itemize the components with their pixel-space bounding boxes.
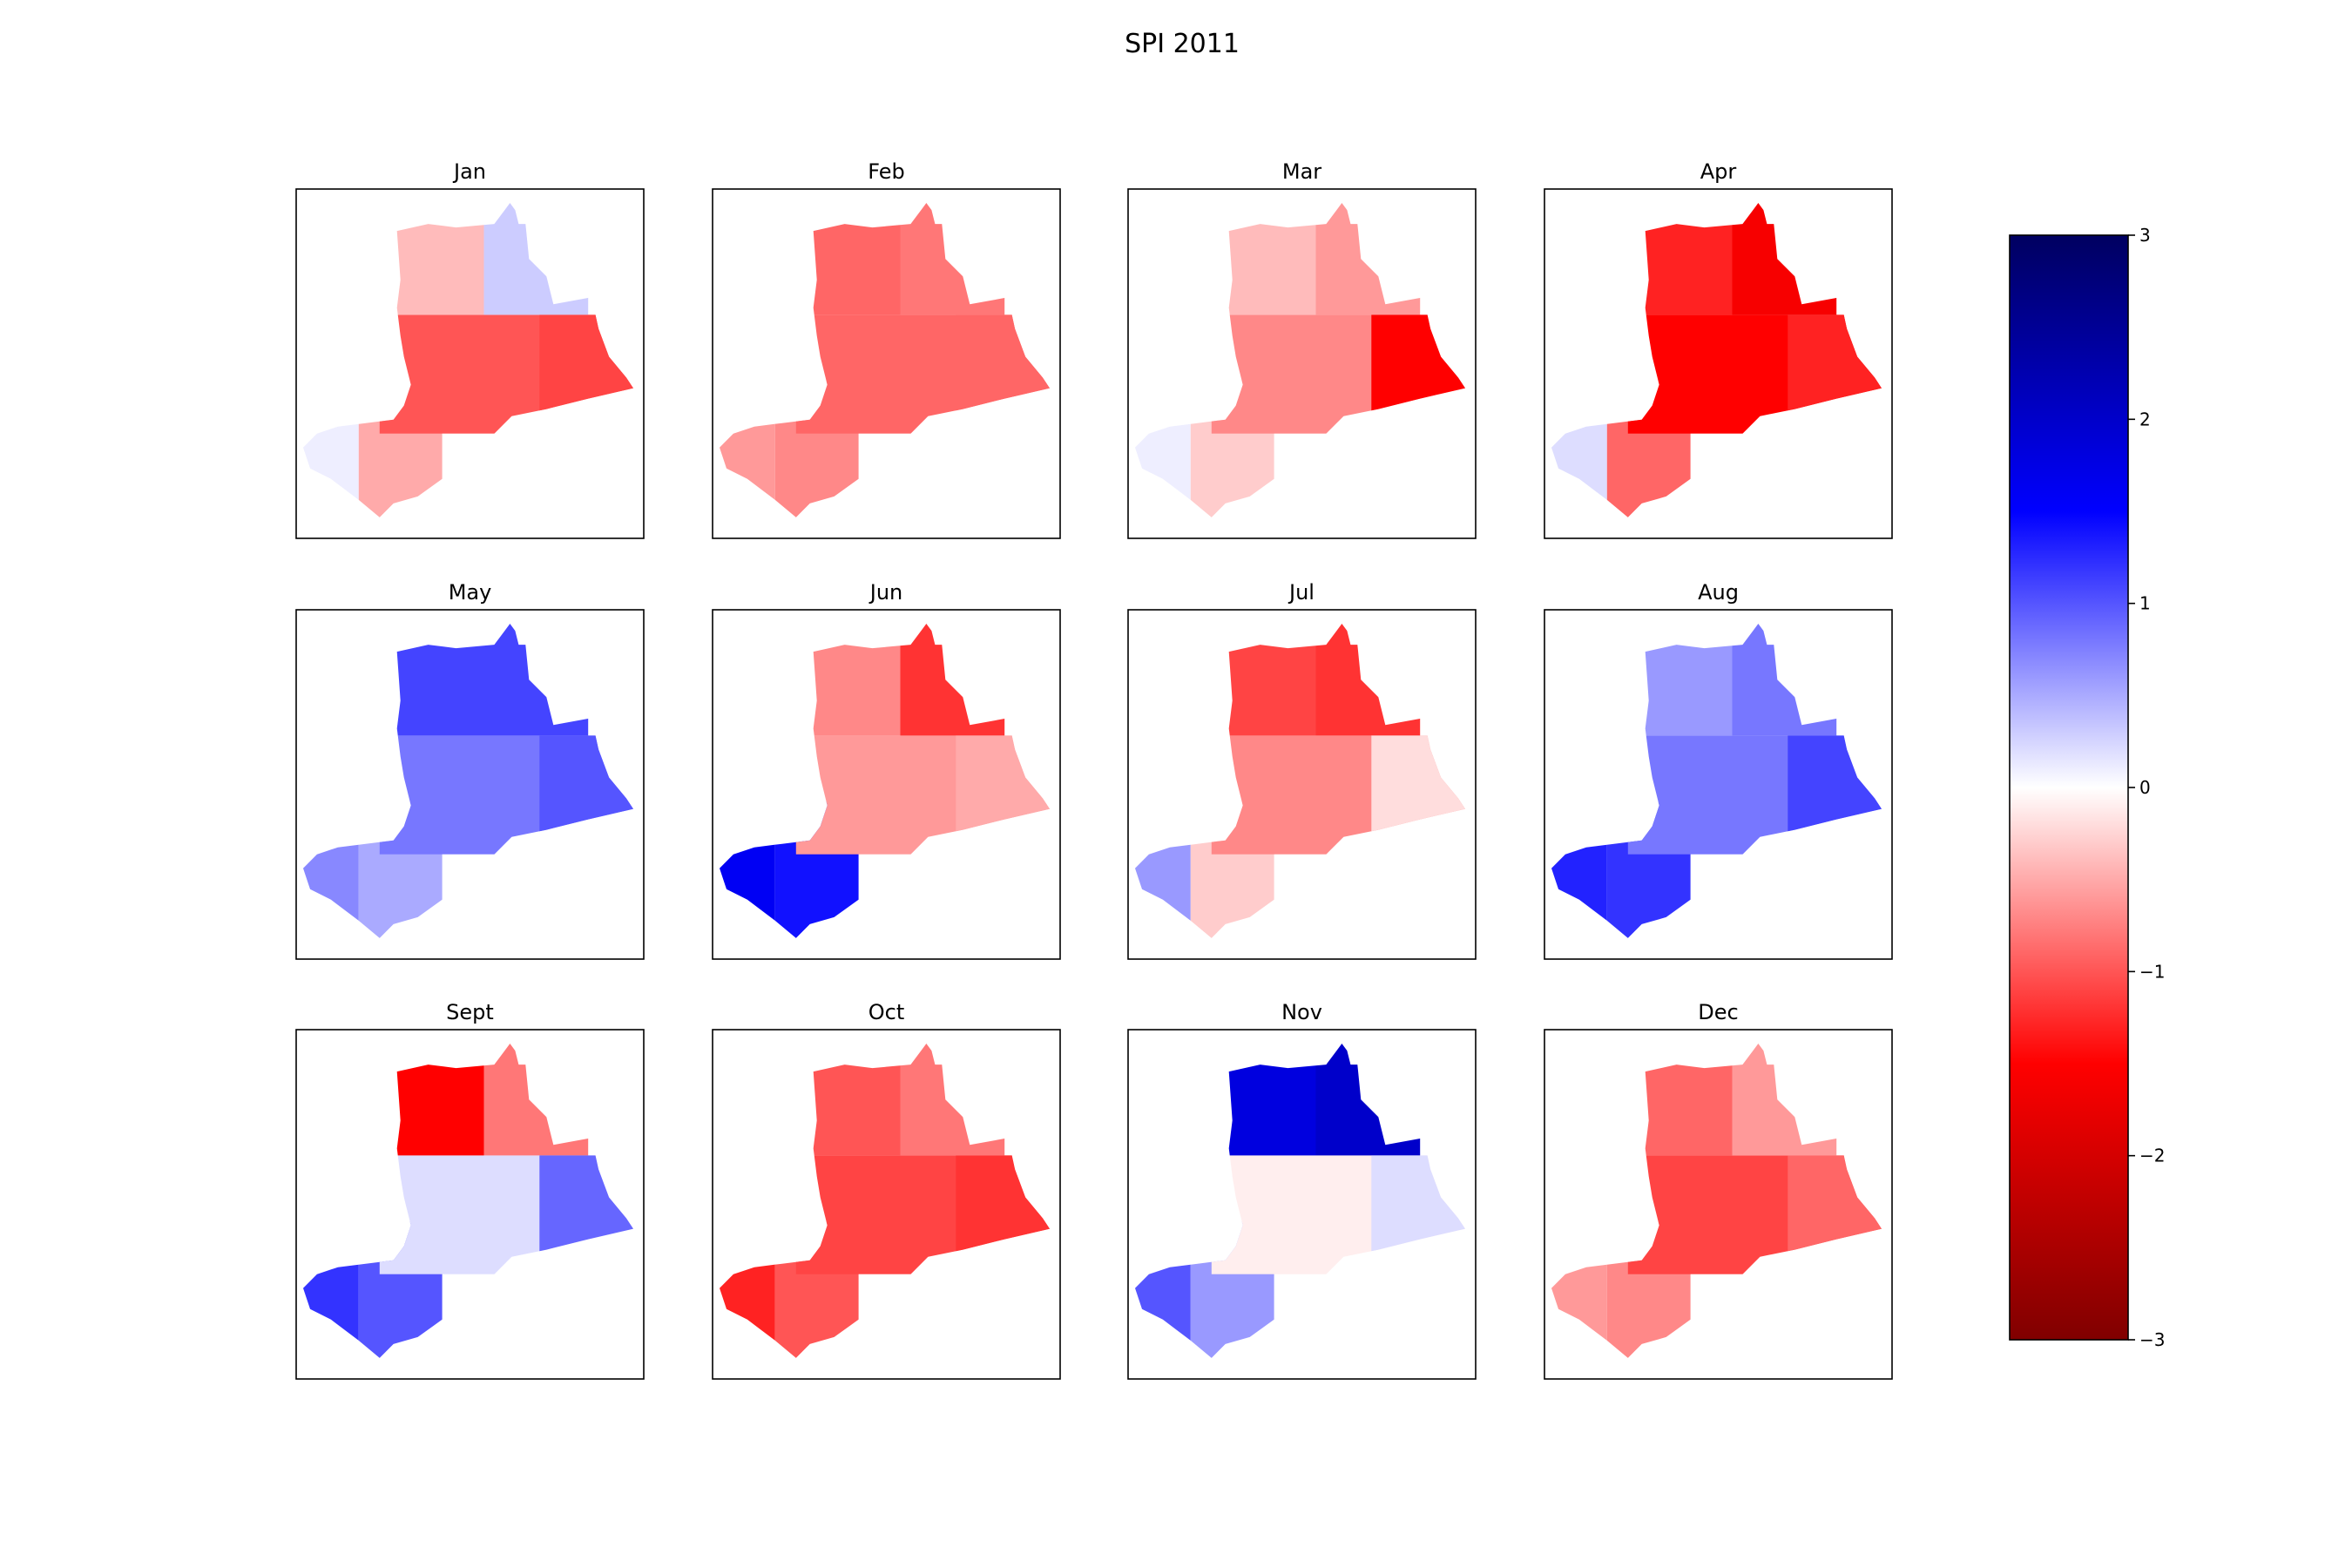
panel-frame [1544, 1029, 1893, 1380]
panel-frame [1127, 188, 1477, 539]
panel-frame [295, 609, 645, 960]
panel-title: Jul [1288, 580, 1315, 605]
panel-frame [1544, 188, 1893, 539]
panel-title: Dec [1698, 1000, 1738, 1024]
figure-title: SPI 2011 [1125, 29, 1240, 59]
panel-frame [712, 1029, 1061, 1380]
colorbar-tick-label: 2 [2139, 409, 2151, 429]
panel-frame [712, 188, 1061, 539]
panel-frame [295, 1029, 645, 1380]
panel-frame [1544, 609, 1893, 960]
panel-title: Feb [868, 159, 905, 184]
panel-title: Jan [452, 159, 486, 184]
colorbar: 3 2 1 0 −1 −2 −3 [2009, 225, 2165, 1350]
colorbar-tick-label: −2 [2139, 1146, 2165, 1166]
panel-title: Oct [868, 1000, 905, 1024]
colorbar-tick-label: 1 [2139, 593, 2151, 614]
panel-title: Aug [1698, 580, 1739, 605]
panel-frame [1127, 609, 1477, 960]
panel-title: Jun [868, 580, 903, 605]
colorbar-tick-label: 0 [2139, 777, 2151, 798]
panel-frame [712, 609, 1061, 960]
panel-title: Apr [1700, 159, 1737, 184]
panel-title: Sept [446, 1000, 494, 1024]
colorbar-tick-label: 3 [2139, 225, 2151, 246]
panel-frame [295, 188, 645, 539]
colorbar-tick-label: −1 [2139, 961, 2165, 982]
colorbar-tick-label: −3 [2139, 1329, 2165, 1350]
panel-title: May [449, 580, 492, 605]
colorbar-gradient [2010, 235, 2128, 1340]
panel-frame [1127, 1029, 1477, 1380]
panel-title: Mar [1282, 159, 1321, 184]
panel-title: Nov [1281, 1000, 1322, 1024]
